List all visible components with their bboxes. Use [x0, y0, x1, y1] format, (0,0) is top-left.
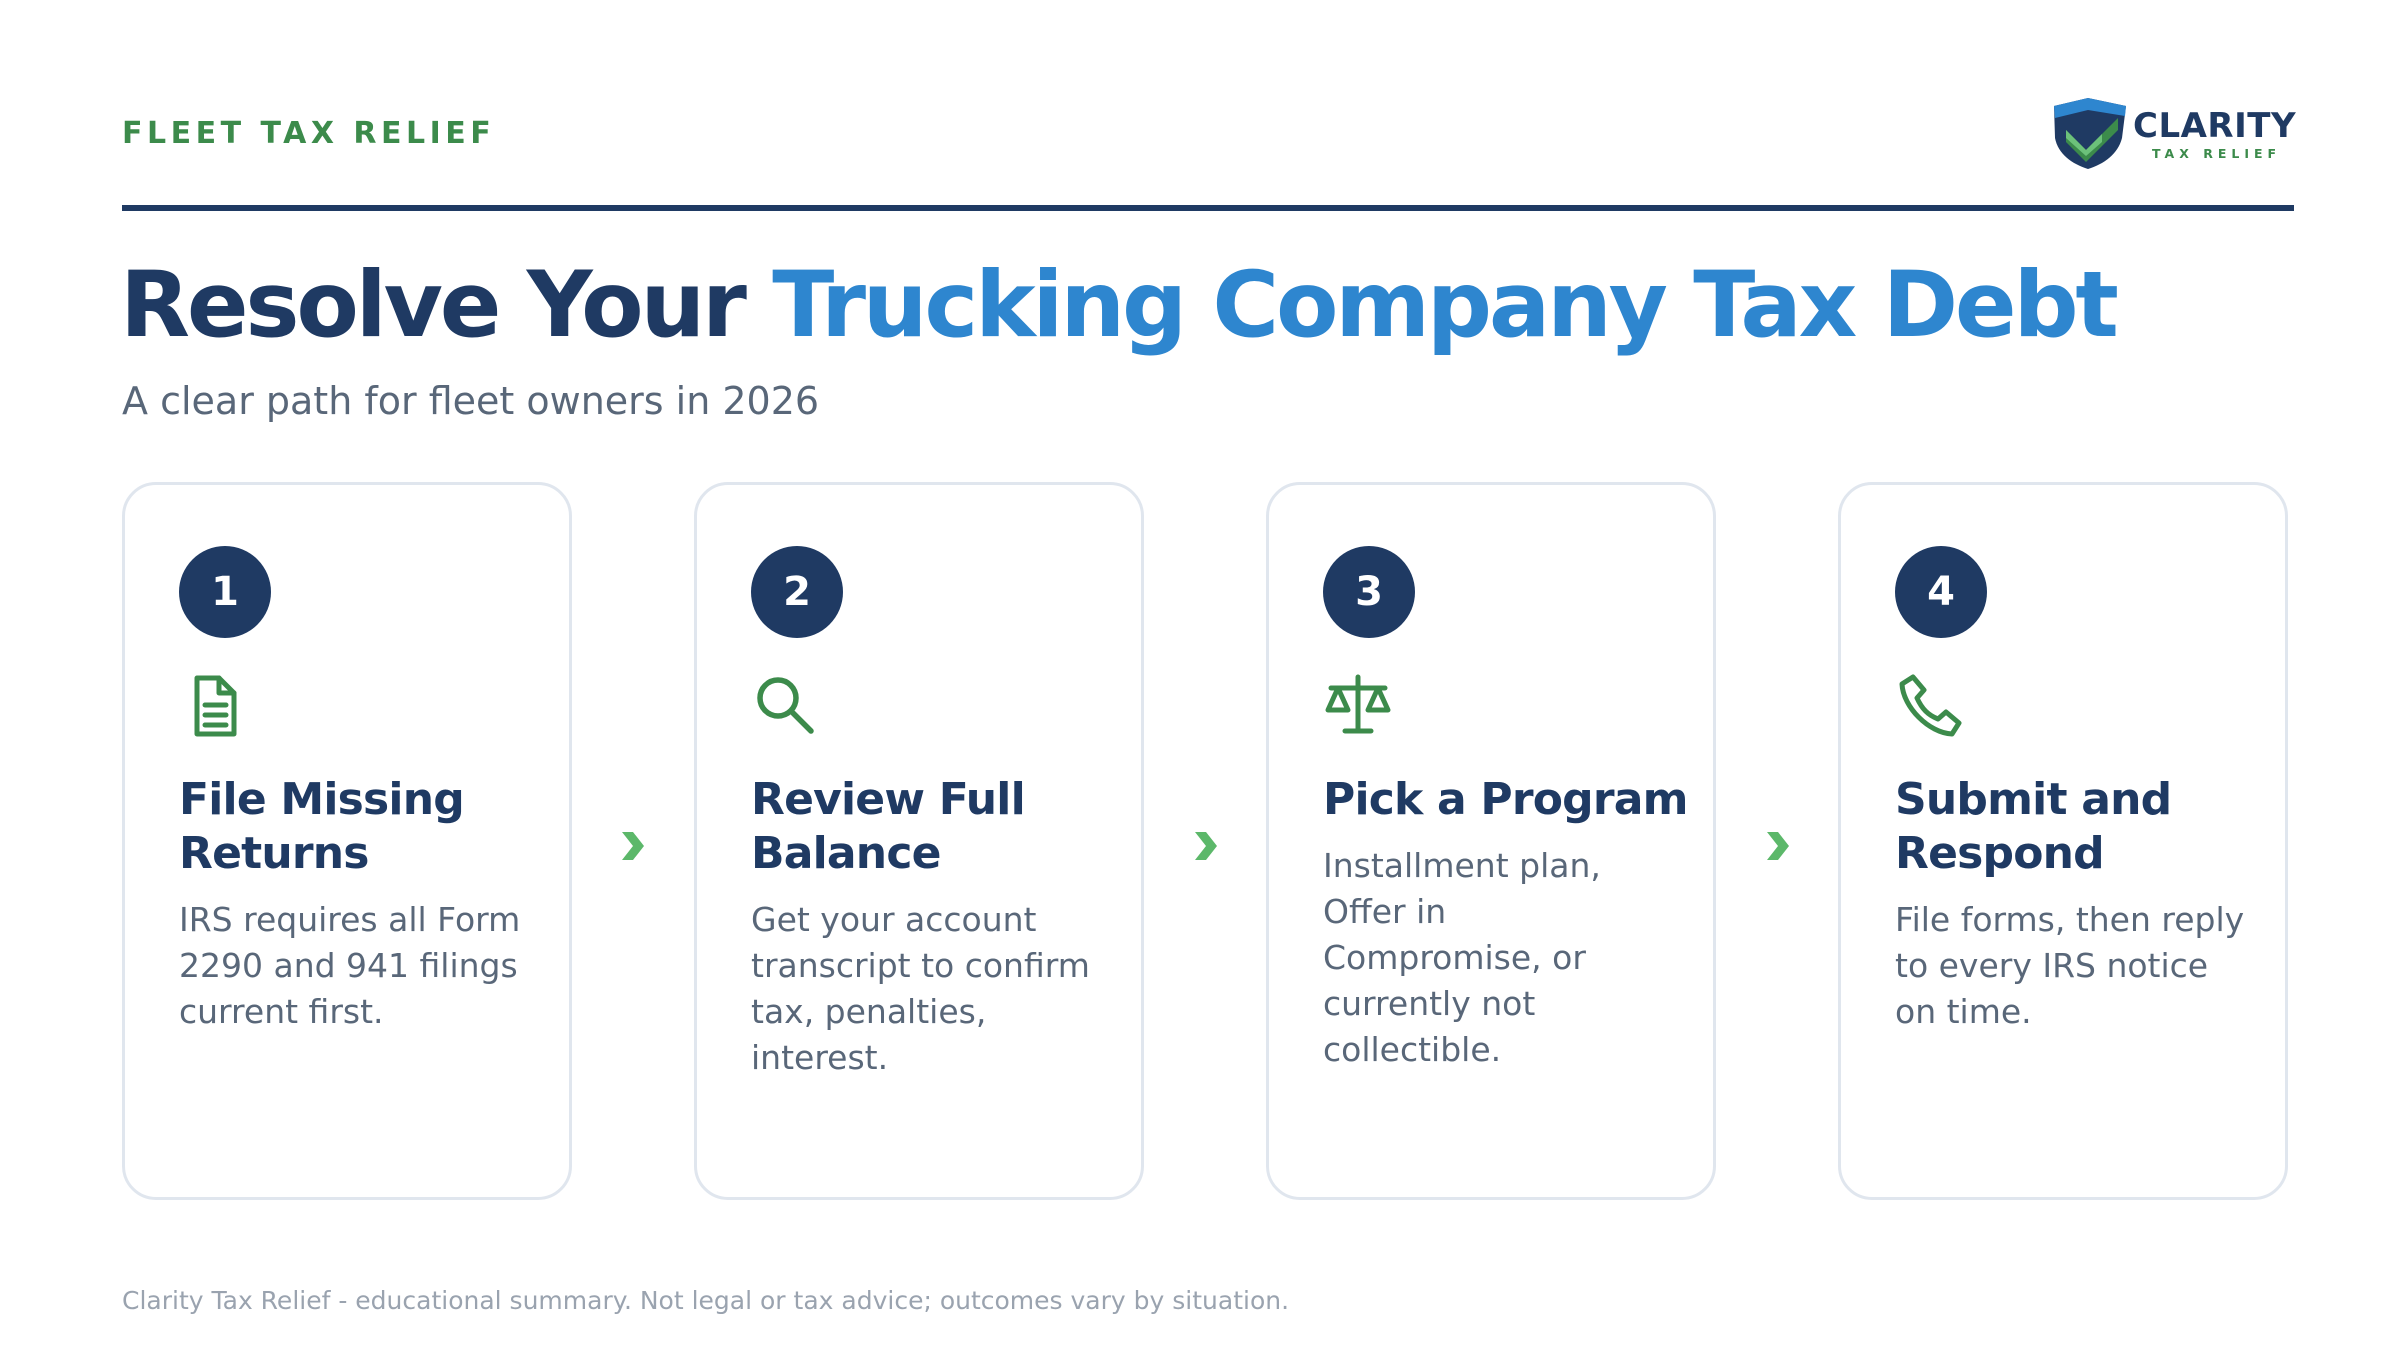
step-number-badge: 4 — [1895, 546, 1987, 638]
step-card-4: 4 Submit and Respond File forms, then re… — [1838, 482, 2288, 1200]
title-part-1: Resolve Your — [120, 253, 747, 358]
logo-name: CLARITY — [2133, 106, 2297, 146]
page-title: Resolve Your Trucking Company Tax Debt — [120, 258, 2119, 354]
shield-check-icon — [2054, 98, 2126, 169]
step-title: Review Full Balance — [751, 774, 1026, 879]
scales-icon — [1325, 674, 1391, 734]
step-description: IRS requires all Form 2290 and 941 filin… — [179, 900, 521, 1031]
footer-disclaimer: Clarity Tax Relief - educational summary… — [122, 1286, 1290, 1315]
step-number-badge: 3 — [1323, 546, 1415, 638]
company-logo: CLARITY TAX RELIEF — [2052, 96, 2296, 170]
search-icon — [757, 677, 814, 734]
step-title: File Missing Returns — [179, 774, 465, 879]
step-title: Pick a Program — [1323, 774, 1689, 825]
step-description: File forms, then reply to every IRS noti… — [1895, 900, 2245, 1031]
header-divider — [122, 205, 2294, 211]
document-icon — [194, 675, 237, 737]
step-card-3: 3 Pick a Program Installment plan, Offer… — [1266, 482, 1716, 1200]
chevron-right-icon — [622, 832, 644, 860]
step-card-2: 2 Review Full Balance Get your account t… — [694, 482, 1144, 1200]
page-subtitle: A clear path for fleet owners in 2026 — [122, 379, 820, 423]
chevron-right-icon — [1767, 832, 1789, 860]
step-card-1: 1 File Missing Returns IRS requires all … — [122, 482, 572, 1200]
eyebrow-label: FLEET TAX RELIEF — [122, 116, 496, 151]
step-title: Submit and Respond — [1895, 774, 2172, 879]
title-part-2: Trucking Company Tax Debt — [772, 253, 2119, 358]
chevron-right-icon — [1195, 832, 1217, 860]
phone-icon — [1899, 674, 1962, 737]
step-description: Get your account transcript to confirm t… — [751, 900, 1090, 1077]
step-number-badge: 2 — [751, 546, 843, 638]
logo-tagline: TAX RELIEF — [2152, 146, 2282, 161]
step-description: Installment plan, Offer in Compromise, o… — [1323, 846, 1601, 1069]
step-number-badge: 1 — [179, 546, 271, 638]
